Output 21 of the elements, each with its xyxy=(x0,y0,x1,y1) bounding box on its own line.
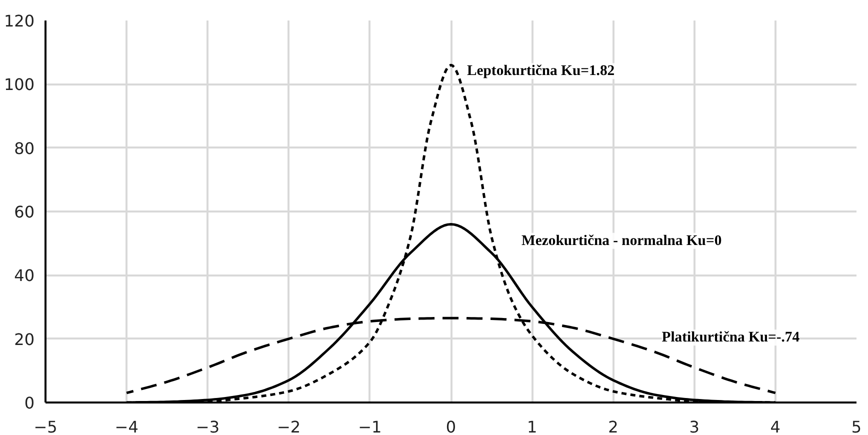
x-tick-label: −4 xyxy=(114,418,138,435)
x-tick-label: 0 xyxy=(446,418,456,435)
y-tick-label: 100 xyxy=(4,75,35,94)
x-tick-label: −1 xyxy=(358,418,382,435)
y-tick-label: 80 xyxy=(14,138,34,158)
x-tick-label: −2 xyxy=(277,418,301,435)
x-tick-label: −3 xyxy=(196,418,220,435)
y-tick-label: 20 xyxy=(14,330,34,349)
x-tick-label: 2 xyxy=(608,418,618,435)
y-tick-label: 120 xyxy=(4,12,35,30)
x-tick-label: 3 xyxy=(689,418,700,435)
x-tick-label: −5 xyxy=(34,418,58,435)
y-tick-label: 60 xyxy=(14,202,34,222)
x-tick-label: 4 xyxy=(770,418,780,435)
x-tick-label: 1 xyxy=(527,418,538,435)
x-tick-label: 5 xyxy=(851,418,862,435)
y-tick-label: 40 xyxy=(14,266,34,286)
y-tick-label: 0 xyxy=(24,394,35,412)
series-label: Platikurtična Ku=-.74 xyxy=(662,330,800,346)
series-label: Mezokurtična - normalna Ku=0 xyxy=(522,232,722,249)
series-label: Leptokurtična Ku=1.82 xyxy=(467,63,615,80)
